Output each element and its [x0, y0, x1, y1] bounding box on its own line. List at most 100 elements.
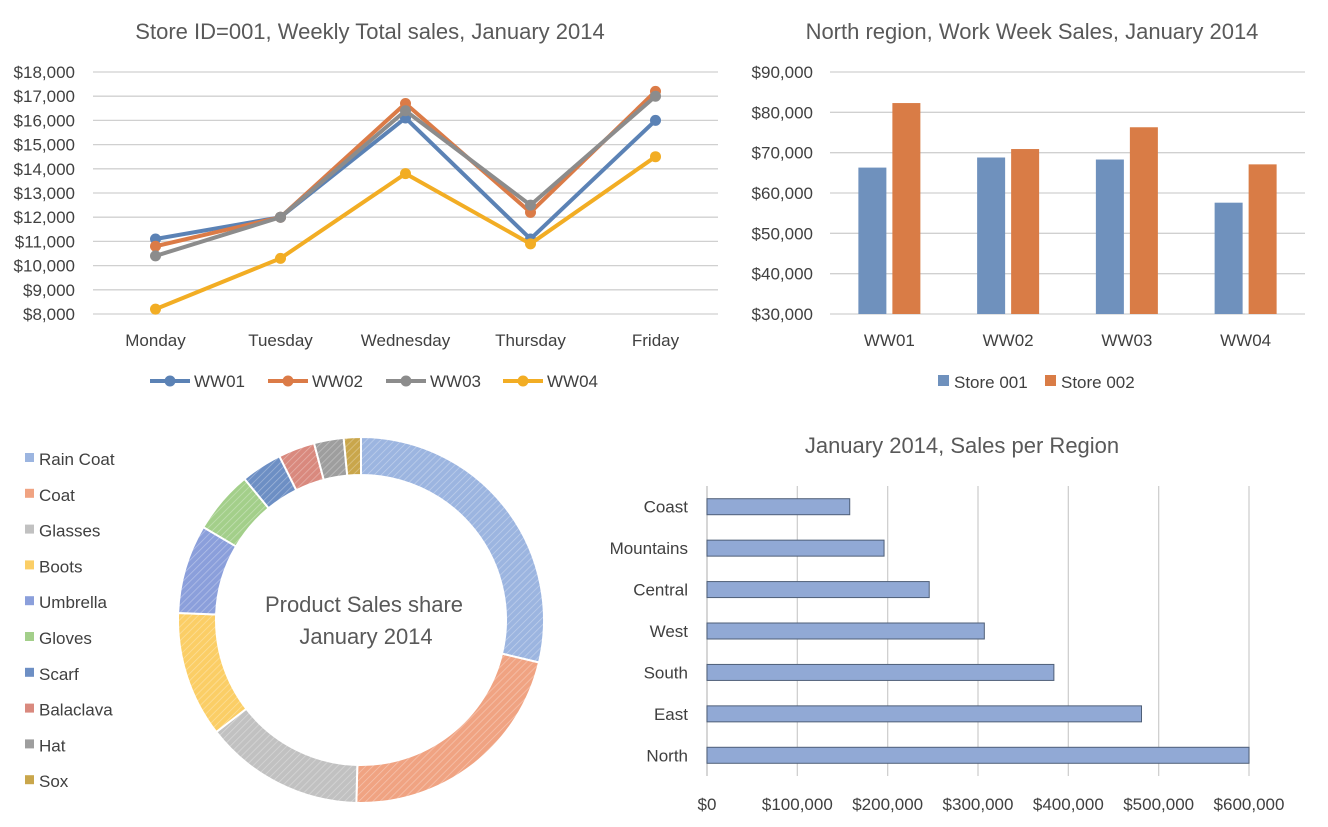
donut-slice-boots: [177, 612, 248, 734]
line-data-point: [400, 168, 411, 180]
column-x-tick-label: WW02: [983, 331, 1034, 350]
donut-slice-coat: [355, 652, 541, 804]
legend-label: Store 001: [954, 373, 1028, 392]
line-chart-title: Store ID=001, Weekly Total sales, Januar…: [135, 19, 604, 44]
line-data-point: [150, 303, 161, 315]
legend-swatch: [25, 453, 34, 462]
hbar-x-tick-label: $200,000: [852, 795, 923, 814]
column-bar-store-002: [1011, 149, 1040, 314]
donut-slice-hatch: [356, 653, 539, 803]
hbar-bar-mountains: [706, 539, 885, 557]
legend-label: Scarf: [39, 665, 79, 684]
legend-swatch: [25, 775, 34, 785]
donut-slice-hatch: [177, 613, 247, 733]
hbar-y-tick-label: Central: [633, 581, 688, 600]
line-data-point: [650, 151, 661, 163]
donut-slice-hatch: [244, 456, 297, 509]
donut-slice-sox: [342, 435, 362, 477]
column-bar-store-002: [1248, 164, 1277, 314]
line-data-point: [525, 199, 536, 211]
column-chart-title: North region, Work Week Sales, January 2…: [806, 19, 1259, 44]
line-data-point: [525, 238, 536, 250]
legend-label: Sox: [39, 772, 69, 791]
hbar-y-tick-label: North: [646, 746, 688, 765]
donut-slice-hatch: [361, 437, 544, 663]
line-y-tick-label: $16,000: [14, 111, 75, 130]
legend-label: WW01: [194, 372, 245, 391]
donut-slice-scarf: [243, 454, 298, 510]
hbar-x-tick-label: $600,000: [1214, 795, 1285, 814]
line-data-point: [650, 90, 661, 102]
legend-swatch: [938, 375, 949, 386]
column-bar-store-001: [1095, 159, 1124, 314]
line-y-tick-label: $15,000: [14, 136, 75, 155]
donut-slice-hatch: [279, 443, 324, 491]
line-y-tick-label: $9,000: [23, 281, 75, 300]
donut-slice-hatch: [178, 527, 237, 615]
legend-swatch: [25, 667, 34, 677]
legend-swatch: [25, 488, 34, 498]
hbar-y-tick-label: West: [650, 622, 689, 641]
legend-label: Balaclava: [39, 701, 113, 720]
line-data-point: [650, 114, 661, 126]
legend-label: WW04: [547, 372, 598, 391]
hbar-y-tick-label: East: [654, 705, 688, 724]
legend-swatch: [25, 596, 34, 606]
line-data-point: [275, 252, 286, 264]
hbar-bar-coast: [706, 498, 851, 516]
line-y-tick-label: $8,000: [23, 305, 75, 324]
horizontal-bar-chart-title: January 2014, Sales per Region: [805, 433, 1119, 458]
donut-chart: Rain Coat Coat Glasses Boots Umbrella Gloves S…: [25, 435, 545, 804]
legend-label: Boots: [39, 557, 82, 576]
column-y-tick-label: $90,000: [752, 63, 813, 82]
line-data-point: [275, 211, 286, 223]
hbar-x-tick-label: $0: [698, 795, 717, 814]
donut-slice-balaclava: [278, 441, 325, 492]
donut-slice-hatch: [343, 437, 361, 476]
legend-label: Glasses: [39, 522, 100, 541]
hbar-x-tick-label: $300,000: [943, 795, 1014, 814]
line-y-tick-label: $11,000: [15, 232, 75, 251]
column-bar-store-001: [858, 167, 887, 314]
donut-slice-hatch: [203, 478, 269, 547]
hbar-bar-west: [706, 622, 985, 640]
column-y-tick-label: $50,000: [752, 224, 813, 243]
donut-title-line-2: January 2014: [299, 624, 432, 649]
legend-marker: [282, 375, 294, 387]
line-x-tick-label: Tuesday: [248, 331, 313, 350]
line-data-point: [150, 250, 161, 262]
column-bar-store-002: [1129, 127, 1158, 314]
hbar-y-tick-label: Coast: [644, 498, 689, 517]
legend-label: WW03: [430, 372, 481, 391]
hbar-x-tick-label: $500,000: [1123, 795, 1194, 814]
line-x-tick-label: Friday: [632, 331, 680, 350]
hbar-x-tick-label: $100,000: [762, 795, 833, 814]
line-y-tick-label: $18,000: [14, 63, 75, 82]
line-series-ww03: [150, 90, 661, 262]
line-data-point: [400, 105, 411, 117]
legend-swatch: [25, 739, 34, 749]
legend-label: Rain Coat: [39, 450, 115, 469]
column-y-tick-label: $80,000: [752, 103, 813, 122]
hbar-bar-north: [706, 746, 1250, 764]
column-x-tick-label: WW01: [864, 331, 915, 350]
column-y-tick-label: $40,000: [752, 265, 813, 284]
legend-swatch: [25, 560, 34, 570]
legend-label: Store 002: [1061, 373, 1135, 392]
line-series-ww04: [150, 151, 661, 315]
hbar-bar-east: [706, 705, 1143, 723]
column-y-tick-label: $60,000: [752, 184, 813, 203]
legend-marker: [400, 375, 412, 387]
line-y-tick-label: $12,000: [14, 208, 75, 227]
line-y-tick-label: $14,000: [14, 160, 75, 179]
line-y-tick-label: $17,000: [14, 87, 75, 106]
line-data-point: [150, 240, 161, 252]
donut-slice-hat: [312, 436, 349, 482]
donut-slice-umbrella: [177, 525, 238, 616]
column-bar-store-002: [892, 103, 921, 314]
line-x-tick-label: Monday: [125, 331, 186, 350]
hbar-y-tick-label: South: [644, 663, 688, 682]
donut-slice-hatch: [216, 708, 358, 803]
